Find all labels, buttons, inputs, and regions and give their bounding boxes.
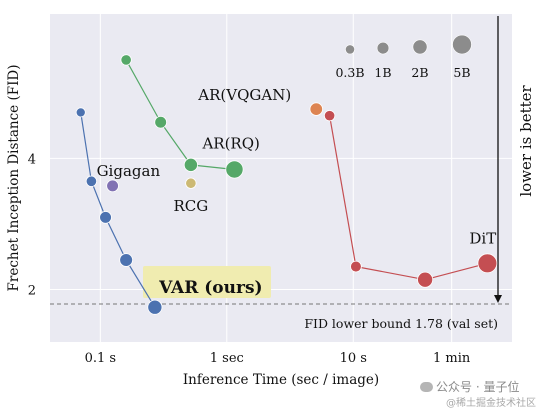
data-point [477,253,498,274]
legend-size-label: 1B [374,65,391,80]
wechat-icon [420,382,433,392]
x-tick-label: 1 min [433,351,471,366]
rcg-label: RCG [173,197,208,215]
series-ar-rq- [120,54,244,179]
series-var-ours- [75,107,163,315]
data-point [106,179,119,193]
data-point [85,175,98,187]
data-point [225,160,244,179]
legend-size-marker [452,34,472,55]
gigagan-label: Gigagan [97,162,161,180]
series-line [329,115,488,281]
watermark-line1: 公众号 · 量子位 [436,380,520,394]
data-point [417,271,434,288]
lower-is-better-arrow-head [494,294,502,303]
watermark-juejin: @稀土掘金技术社区 [446,394,536,409]
series-line [125,59,235,171]
legend-size-label: 0.3B [335,65,364,80]
series-gigagan [106,179,119,193]
watermark-line2: @稀土掘金技术社区 [446,398,536,409]
y-tick-label: 4 [28,152,36,167]
legend-size-label: 5B [453,65,470,80]
legend-size-marker [412,39,428,55]
watermark-wechat: 公众号 · 量子位 [420,378,519,395]
ar-vqgan-label: AR(VQGAN) [197,86,291,104]
y-tick-label: 2 [28,284,36,299]
fid-lower-bound-label: FID lower bound 1.78 (val set) [304,316,498,331]
series-ar-vqgan-highlight [309,102,323,116]
x-tick-label: 10 s [340,351,367,366]
data-point [183,157,198,172]
legend-size-marker [345,44,355,55]
var-label-highlight [143,266,271,298]
var-ours-label: VAR (ours) [158,278,262,298]
data-point [147,299,163,315]
data-point [75,107,86,118]
size-legend: 0.3B 1B 2B 5B [335,34,472,80]
data-point [185,177,197,189]
ar-rq-label: AR(RQ) [201,134,259,152]
legend-size-marker [376,41,390,55]
x-axis-title: Inference Time (sec / image) [183,372,379,388]
x-tick-label: 1 sec [210,351,244,366]
data-point [119,253,133,267]
series-ar-vqgan- [323,110,498,288]
data-point [350,260,362,273]
dit-label: DiT [469,229,496,247]
data-point [323,110,336,122]
x-tick-label: 0.1 s [85,351,116,366]
legend-size-label: 2B [411,65,428,80]
y-axis-title: Frechet Inception Distance (FID) [6,65,22,292]
data-point [154,115,167,129]
lower-is-better-label: lower is better [517,84,535,196]
data-point [120,54,132,66]
series-rcg [185,177,197,189]
data-point [99,211,112,224]
plot-area [50,14,512,342]
data-point [309,102,323,116]
